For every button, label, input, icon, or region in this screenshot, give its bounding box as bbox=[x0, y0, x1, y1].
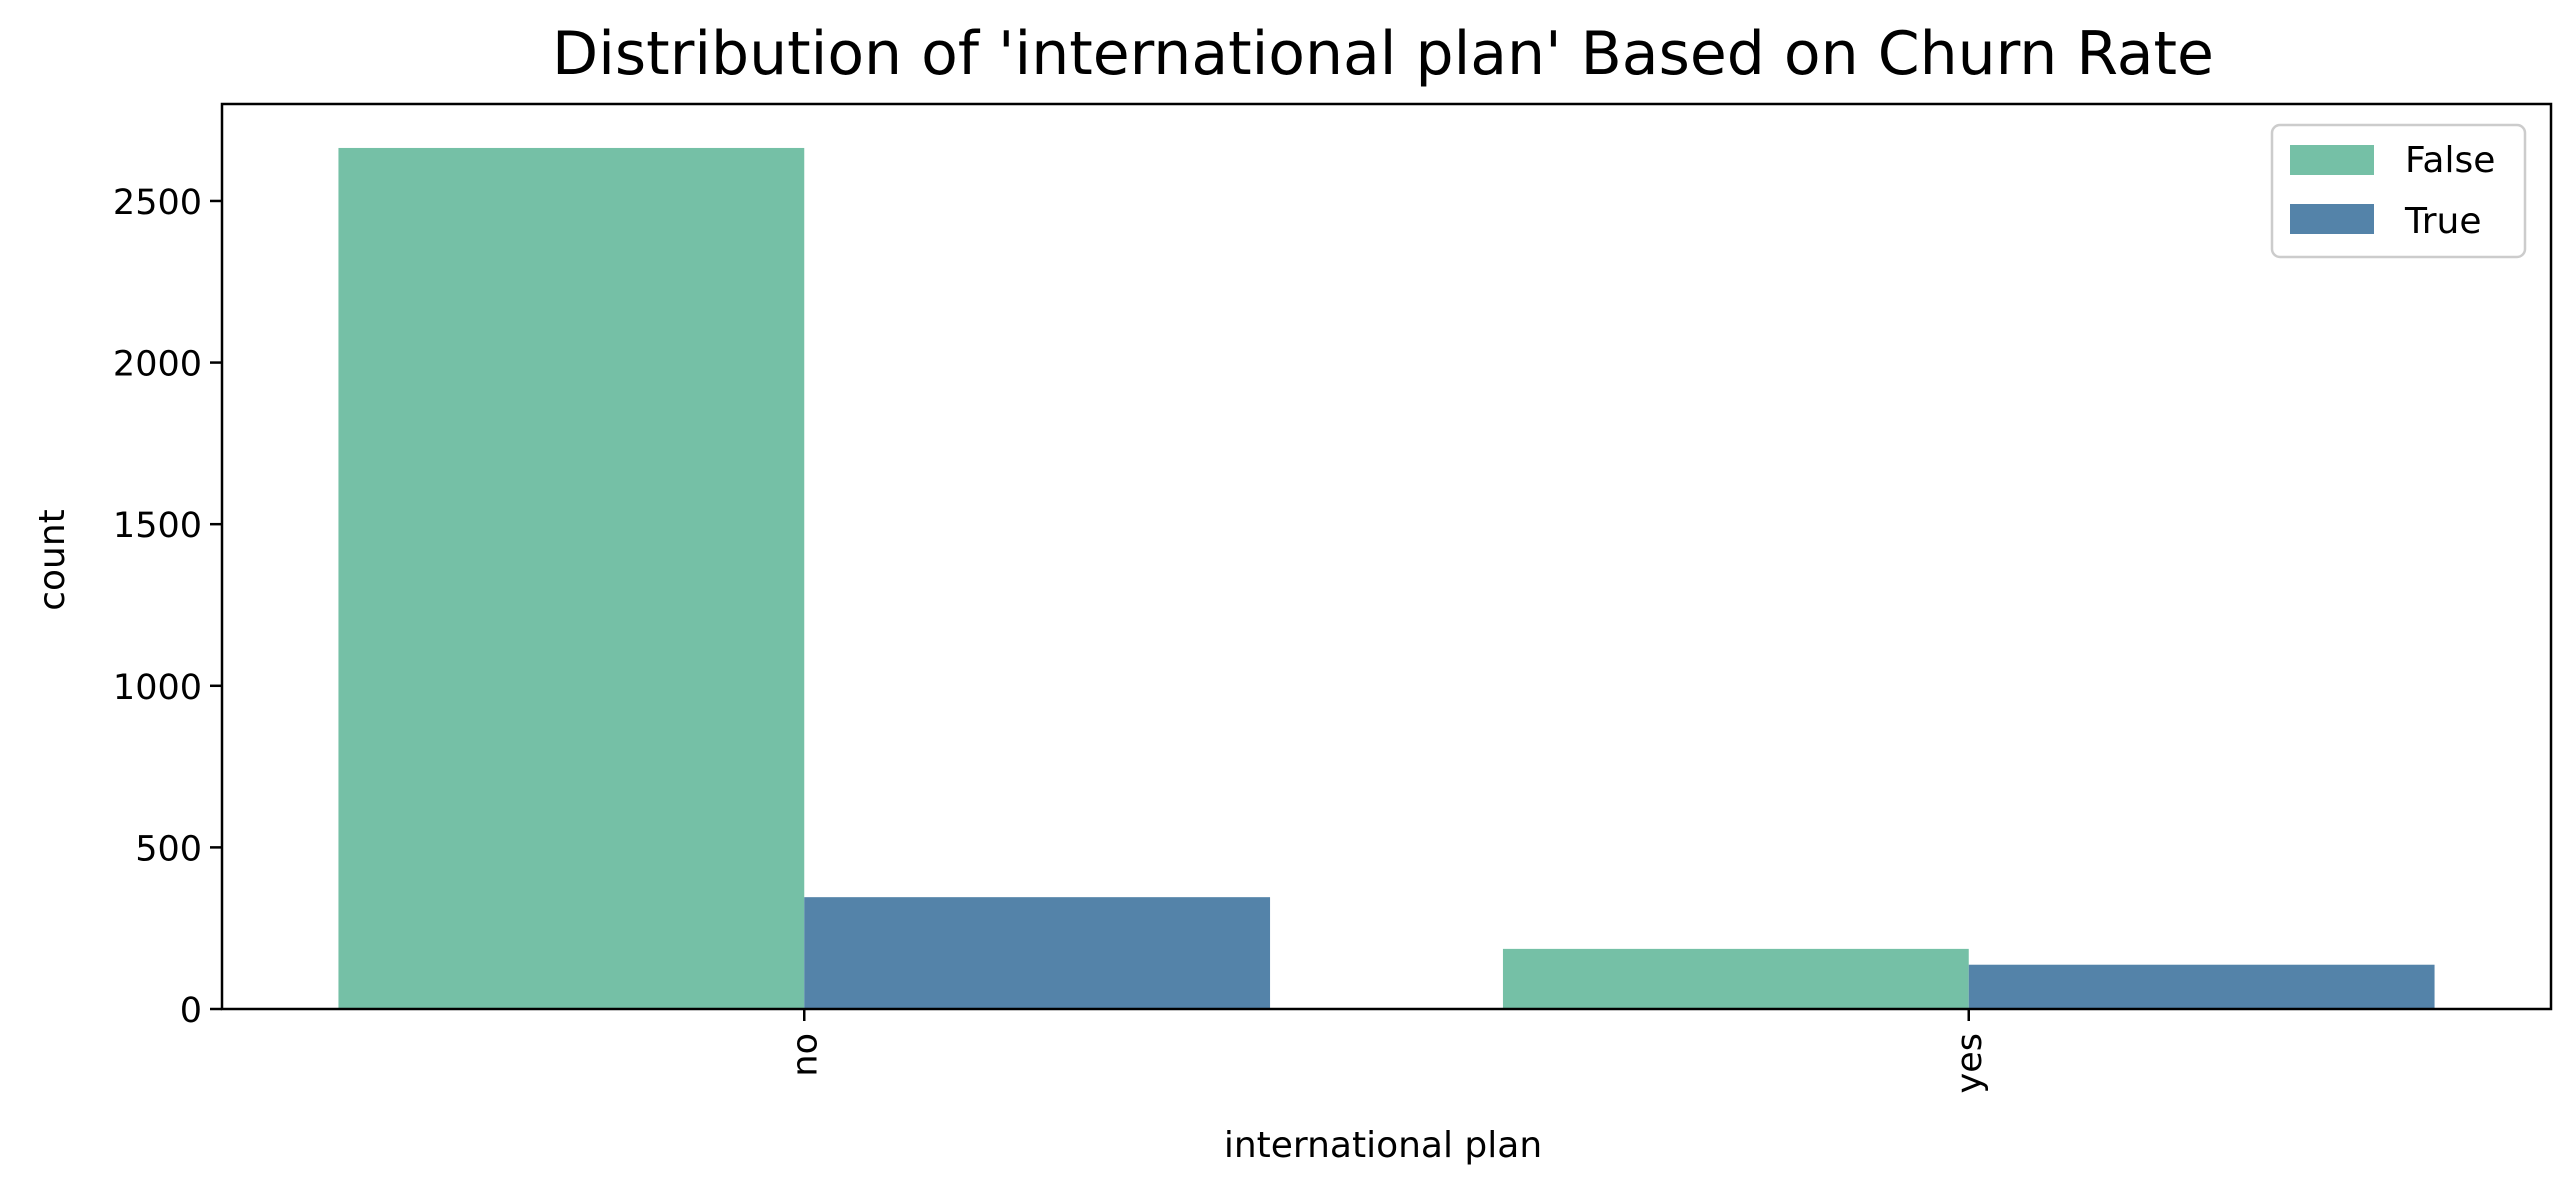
legend-label-false: False bbox=[2405, 140, 2495, 181]
bar-no-true bbox=[804, 897, 1271, 1009]
x-axis-label: international plan bbox=[1224, 1125, 1542, 1166]
y-tick-label: 500 bbox=[135, 829, 202, 869]
legend-swatch-false bbox=[2290, 145, 2374, 175]
y-axis-label: count bbox=[32, 509, 73, 611]
legend: False True bbox=[2270, 123, 2527, 259]
x-tick-label: yes bbox=[1950, 1033, 1990, 1093]
y-tick-label: 1000 bbox=[113, 668, 202, 708]
y-tick-label: 1500 bbox=[113, 506, 202, 546]
x-tick-label: no bbox=[785, 1033, 825, 1077]
x-axis-ticks: no yes bbox=[785, 1009, 1990, 1093]
bar-yes-false bbox=[1502, 948, 1969, 1009]
bars bbox=[338, 147, 2435, 1009]
y-tick-label: 0 bbox=[180, 991, 202, 1031]
legend-swatch-true bbox=[2290, 204, 2374, 234]
legend-label-true: True bbox=[2404, 201, 2481, 242]
plot-frame bbox=[220, 102, 2553, 1011]
chart-title: Distribution of 'international plan' Bas… bbox=[552, 19, 2214, 89]
bar-yes-true bbox=[1968, 964, 2435, 1009]
y-tick-label: 2000 bbox=[113, 345, 202, 385]
bar-no-false bbox=[338, 147, 805, 1009]
y-tick-label: 2500 bbox=[113, 183, 202, 223]
y-axis-ticks: 0 500 1000 1500 2000 2500 bbox=[113, 183, 222, 1031]
